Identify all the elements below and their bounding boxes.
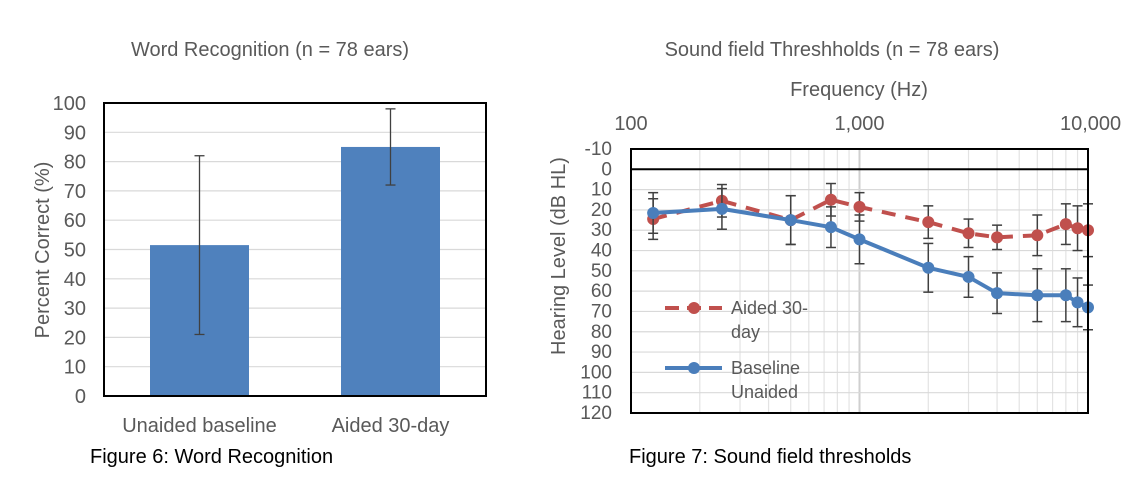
y-tick-label: 20	[591, 200, 612, 221]
legend-label: Baseline	[731, 358, 800, 378]
word-recognition-chart: Word Recognition (n = 78 ears) Percent C…	[32, 39, 487, 468]
x-tick-label: 10,000	[1060, 113, 1121, 135]
data-point	[991, 287, 1004, 300]
legend-marker	[688, 302, 700, 314]
y-tick-label: 60	[64, 210, 86, 232]
y-tick-label: 70	[64, 181, 86, 203]
data-point	[1059, 289, 1072, 302]
y-tick-label: 110	[582, 383, 612, 404]
y-tick-label: 20	[64, 327, 86, 349]
sound-field-chart: Sound field Threshholds (n = 78 ears) Fr…	[548, 39, 1121, 468]
data-point	[824, 221, 837, 234]
y-tick-label: 0	[75, 386, 86, 408]
y-tick-label: 0	[601, 159, 612, 180]
y-axis-label: Percent Correct (%)	[32, 162, 54, 339]
data-point	[922, 261, 935, 274]
x-tick-label: Unaided baseline	[122, 415, 277, 437]
data-point	[824, 193, 837, 206]
chart-title: Word Recognition (n = 78 ears)	[131, 39, 409, 61]
data-point	[1031, 229, 1044, 242]
legend-label: Aided 30-	[731, 298, 808, 318]
legend-label: day	[731, 322, 760, 342]
y-tick-label: 40	[591, 241, 612, 262]
y-tick-label: 100	[53, 93, 86, 115]
y-tick-label: 120	[580, 403, 612, 424]
y-tick-label: 80	[64, 152, 86, 174]
y-tick-label: 30	[591, 220, 612, 241]
y-tick-label: 100	[580, 362, 612, 383]
y-tick-label: 40	[64, 269, 86, 291]
data-point	[1071, 296, 1084, 309]
data-point	[853, 200, 866, 213]
plot-area-border	[103, 102, 487, 397]
data-point	[647, 206, 660, 219]
x-axis-label: Frequency (Hz)	[790, 79, 928, 101]
y-tick-label: 50	[591, 261, 612, 282]
series-line	[653, 206, 1089, 310]
data-point	[715, 202, 728, 215]
y-tick-label: -10	[585, 139, 612, 160]
x-tick-label: 1,000	[834, 113, 884, 135]
data-point	[1059, 218, 1072, 231]
y-tick-label: 80	[591, 322, 612, 343]
y-tick-label: 50	[64, 240, 86, 262]
data-point	[784, 214, 797, 227]
data-point	[1031, 289, 1044, 302]
legend-marker	[688, 362, 700, 374]
bar	[341, 146, 440, 396]
data-point	[1071, 222, 1084, 235]
data-point	[991, 231, 1004, 244]
y-tick-label: 70	[591, 301, 612, 322]
y-tick-label: 30	[64, 298, 86, 320]
data-point	[962, 270, 975, 283]
x-tick-label: Aided 30-day	[332, 415, 450, 437]
x-tick-label: 100	[614, 113, 647, 135]
y-tick-label: 10	[64, 357, 86, 379]
y-tick-label: 60	[591, 281, 612, 302]
data-point	[962, 227, 975, 240]
data-point	[853, 233, 866, 246]
y-tick-label: 90	[64, 122, 86, 144]
figure-caption: Figure 7: Sound field thresholds	[629, 446, 911, 468]
y-tick-label: 10	[591, 180, 612, 201]
figure-caption: Figure 6: Word Recognition	[90, 446, 333, 468]
y-axis-label: Hearing Level (dB HL)	[548, 157, 570, 355]
legend-label: Unaided	[731, 382, 798, 402]
y-tick-label: 90	[591, 342, 612, 363]
data-point	[922, 216, 935, 229]
plot-area-border	[630, 148, 1089, 414]
chart-title: Sound field Threshholds (n = 78 ears)	[665, 39, 1000, 61]
